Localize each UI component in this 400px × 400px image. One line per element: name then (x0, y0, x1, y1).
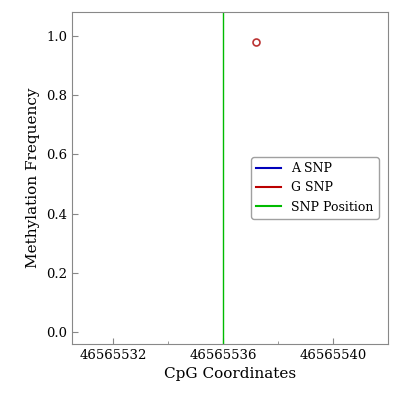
X-axis label: CpG Coordinates: CpG Coordinates (164, 368, 296, 382)
Legend: A SNP, G SNP, SNP Position: A SNP, G SNP, SNP Position (251, 157, 378, 219)
Y-axis label: Methylation Frequency: Methylation Frequency (26, 88, 40, 268)
